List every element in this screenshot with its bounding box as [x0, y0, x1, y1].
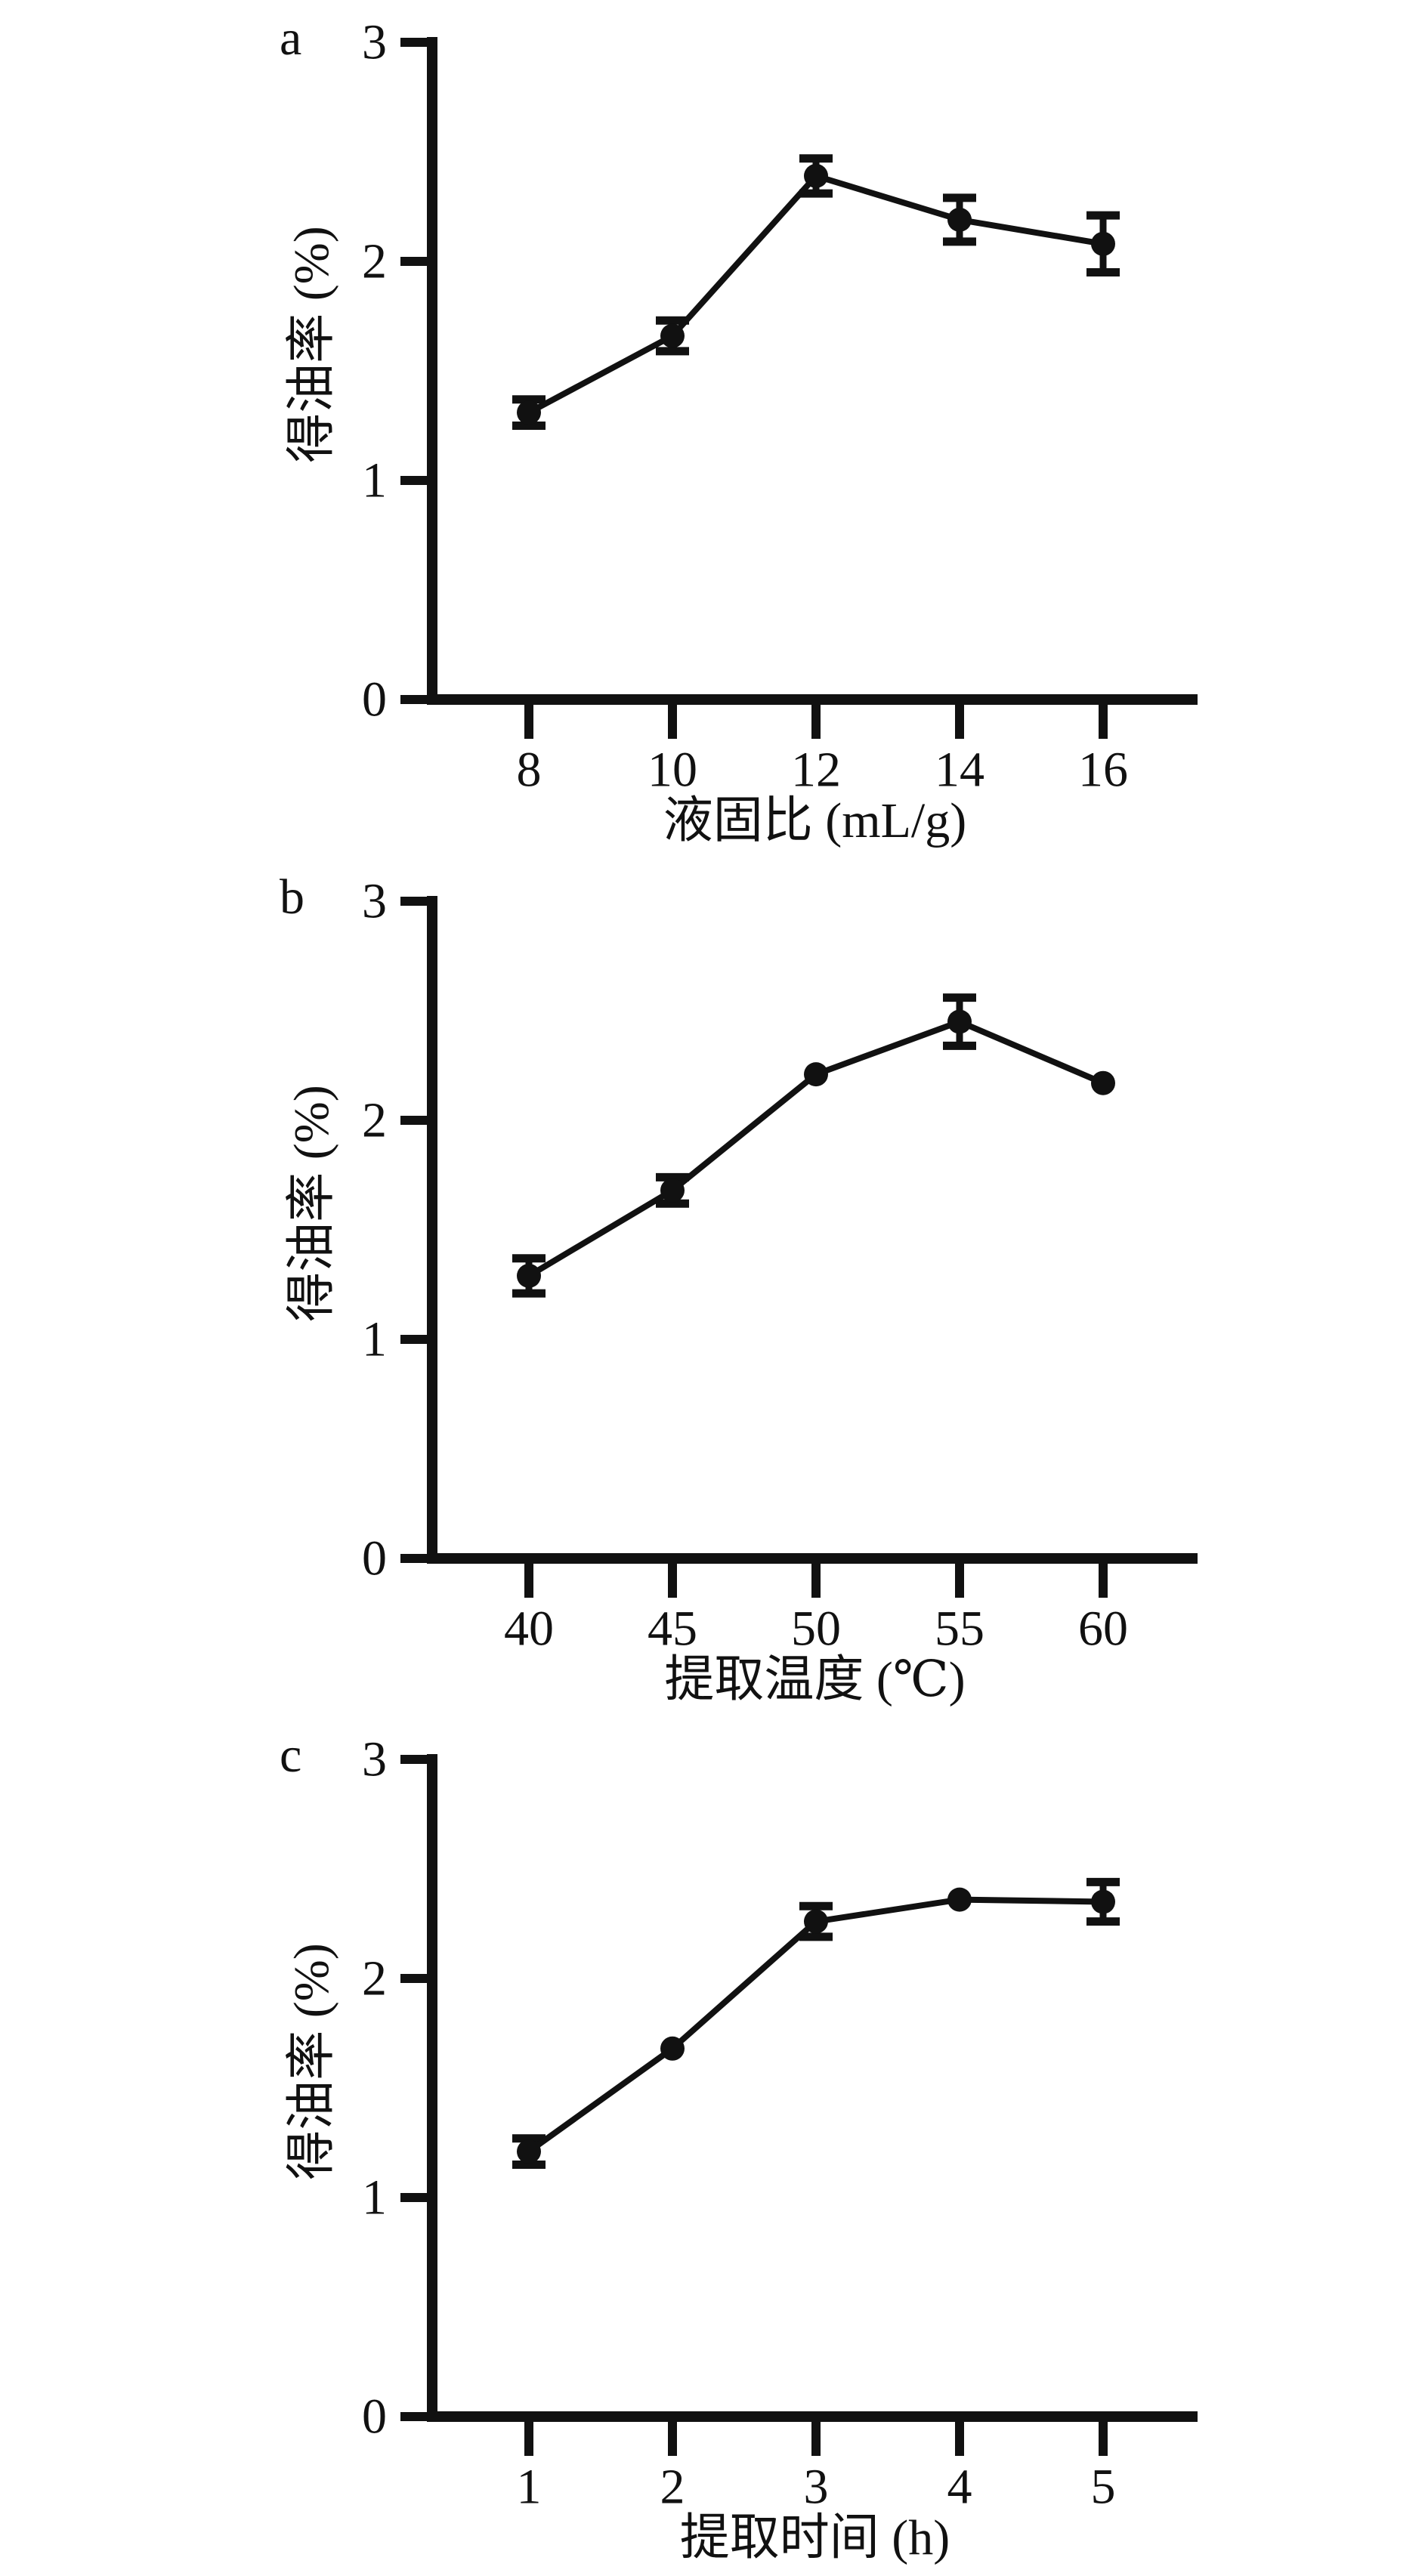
x-axis-label: 液固比 (mL/g): [663, 793, 967, 848]
x-tick-label: 45: [648, 1601, 697, 1656]
data-point-marker: [804, 1909, 828, 1934]
x-tick-label: 16: [1078, 742, 1128, 797]
y-tick-label: 2: [362, 1093, 387, 1148]
x-tick-label: 40: [504, 1601, 554, 1656]
data-point-marker: [660, 1178, 685, 1203]
data-point-marker: [1091, 1889, 1115, 1914]
y-tick-label: 3: [362, 874, 387, 929]
x-tick-label: 3: [804, 2459, 829, 2514]
y-axis-label: 得油率 (%): [284, 1085, 339, 1322]
x-tick-label: 12: [791, 742, 841, 797]
x-tick-label: 14: [935, 742, 984, 797]
x-tick-label: 55: [935, 1601, 984, 1656]
data-point-marker: [660, 2036, 685, 2061]
x-axis-label: 提取时间 (h): [679, 2510, 950, 2565]
data-point-marker: [517, 400, 541, 425]
x-tick-label: 4: [947, 2459, 972, 2514]
y-tick-label: 0: [362, 2389, 387, 2445]
series-line: [527, 1018, 1105, 1279]
y-axis-label: 得油率 (%): [284, 226, 339, 463]
panel-b: 0 1 2 3 40 45 50 55 60 b 得油率 (%) 提取温度 (℃): [30, 871, 1428, 1730]
data-point-marker: [1091, 231, 1115, 256]
x-tick-label: 60: [1078, 1601, 1128, 1656]
data-point-marker: [660, 323, 685, 348]
data-point-marker: [947, 1887, 972, 1912]
line-chart-extraction-time: 0 1 2 3 1 2 3 4 5: [362, 1732, 1198, 2514]
data-point-marker: [804, 163, 828, 188]
x-axis-label: 提取温度 (℃): [664, 1652, 966, 1707]
y-tick-label: 3: [362, 1732, 387, 1787]
data-point-marker: [804, 1062, 828, 1087]
data-point-marker: [517, 2139, 541, 2164]
y-tick-label: 2: [362, 1951, 387, 2006]
panel-c: 0 1 2 3 1 2 3 4 5 c 得油率 (%) 提取时间 (h): [30, 1729, 1428, 2576]
data-point-marker: [947, 1009, 972, 1034]
panel-a: 0 1 2 3 8 10 12 14 16 a 得油率 (%) 液固比 (mL/g): [30, 12, 1428, 871]
data-point-marker: [1091, 1070, 1115, 1095]
y-tick-label: 3: [362, 15, 387, 70]
x-tick-label: 1: [517, 2459, 542, 2514]
x-tick-label: 50: [791, 1601, 841, 1656]
series-line: [527, 172, 1104, 415]
data-point-marker: [517, 1263, 541, 1288]
x-tick-label: 10: [648, 742, 697, 797]
data-point-marker: [947, 207, 972, 232]
y-tick-label: 2: [362, 234, 387, 289]
y-tick-label: 1: [362, 1312, 387, 1367]
line-chart-extraction-temperature: 0 1 2 3 40 45 50 55 60: [362, 874, 1198, 1656]
x-tick-label: 8: [517, 742, 542, 797]
y-tick-label: 0: [362, 672, 387, 727]
y-tick-label: 1: [362, 2170, 387, 2225]
panel-label-c: c: [280, 1728, 302, 1783]
panel-label-b: b: [280, 869, 304, 925]
y-tick-label: 0: [362, 1531, 387, 1586]
panel-label-a: a: [280, 11, 302, 66]
x-tick-label: 2: [660, 2459, 685, 2514]
x-tick-label: 5: [1091, 2459, 1116, 2514]
y-axis-label: 得油率 (%): [284, 1943, 339, 2180]
y-tick-label: 1: [362, 453, 387, 508]
